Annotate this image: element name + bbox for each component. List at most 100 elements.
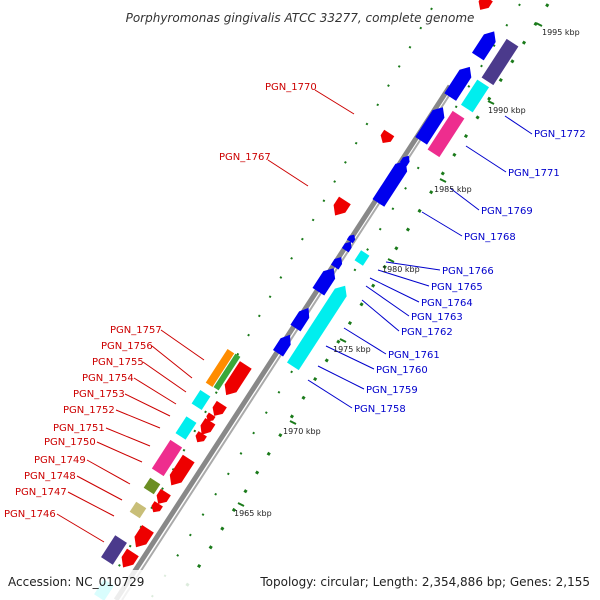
guide-dot xyxy=(467,85,471,88)
gene-label[interactable]: PGN_1767 xyxy=(219,152,271,163)
gene-label[interactable]: PGN_1760 xyxy=(376,365,428,376)
label-connectors xyxy=(56,89,533,543)
guide-dot xyxy=(440,171,445,176)
gene-label[interactable]: PGN_1764 xyxy=(421,298,473,309)
guide-dot xyxy=(394,246,399,251)
guide-dot xyxy=(521,40,527,45)
kbp-label: 1980 kbp xyxy=(382,265,420,274)
guide-dot xyxy=(430,7,433,11)
guide-dot xyxy=(255,470,260,475)
gene-label[interactable]: PGN_1757 xyxy=(110,325,162,336)
gene-label[interactable]: PGN_1751 xyxy=(53,423,105,434)
kbp-tick xyxy=(237,502,245,507)
kbp-tick xyxy=(387,258,395,263)
gene-label[interactable]: PGN_1762 xyxy=(401,327,453,338)
gene-box xyxy=(129,501,147,519)
guide-dot xyxy=(289,414,294,419)
label-connector xyxy=(314,89,355,115)
gene-label[interactable]: PGN_1749 xyxy=(34,455,86,466)
guide-dot xyxy=(353,268,357,272)
guide-dot xyxy=(545,3,550,8)
guide-dot xyxy=(188,533,192,537)
gene-label[interactable]: PGN_1771 xyxy=(508,168,560,179)
guide-dot xyxy=(279,276,283,279)
kbp-tick xyxy=(289,420,297,425)
gene-label[interactable]: PGN_1763 xyxy=(411,312,463,323)
label-connector xyxy=(96,441,143,463)
guide-dot xyxy=(243,489,248,494)
guide-dot xyxy=(208,545,213,550)
gene-box xyxy=(151,439,183,477)
label-connector xyxy=(86,459,131,485)
guide-dot xyxy=(336,339,341,344)
guide-dot xyxy=(193,429,197,433)
kbp-tick xyxy=(487,100,495,105)
gene-box xyxy=(101,535,127,565)
gene-label[interactable]: PGN_1753 xyxy=(73,389,125,400)
gene-label[interactable]: PGN_1768 xyxy=(464,232,516,243)
forward-gene xyxy=(399,155,410,167)
gene-label[interactable]: PGN_1770 xyxy=(265,82,317,93)
guide-dot xyxy=(301,395,306,400)
gene-label[interactable]: PGN_1746 xyxy=(4,509,56,520)
guide-dot xyxy=(404,186,407,190)
gene-box xyxy=(427,110,465,158)
gene-label[interactable]: PGN_1747 xyxy=(15,487,67,498)
guide-dot xyxy=(405,227,411,232)
label-connector xyxy=(465,145,507,173)
gene-box xyxy=(354,250,370,266)
forward-gene xyxy=(471,31,496,61)
guide-dot xyxy=(518,3,521,7)
label-connector xyxy=(124,393,171,417)
guide-dot xyxy=(382,264,387,270)
guide-dot xyxy=(417,208,422,213)
gene-features xyxy=(94,0,519,600)
gene-label[interactable]: PGN_1761 xyxy=(388,350,440,361)
reverse-gene xyxy=(134,524,154,548)
label-connector xyxy=(343,327,387,355)
gene-label[interactable]: PGN_1755 xyxy=(92,357,144,368)
gene-label[interactable]: PGN_1772 xyxy=(534,129,586,140)
gene-box xyxy=(286,285,347,371)
reverse-gene xyxy=(195,431,207,443)
genome-title: Porphyromonas gingivalis ATCC 33277, com… xyxy=(126,11,475,25)
label-connector xyxy=(56,513,105,543)
guide-dot xyxy=(311,218,315,222)
label-connector xyxy=(377,269,430,287)
gene-label[interactable]: PGN_1766 xyxy=(442,266,494,277)
gene-label[interactable]: PGN_1759 xyxy=(366,385,418,396)
kbp-scale: 1965 kbp 1970 kbp 1975 kbp 1980 kbp 1985… xyxy=(234,28,580,518)
gene-label[interactable]: PGN_1748 xyxy=(24,471,76,482)
gene-label[interactable]: PGN_1754 xyxy=(82,373,134,384)
guide-dot xyxy=(463,134,469,139)
guide-dot xyxy=(268,295,272,299)
guide-dot xyxy=(419,26,423,30)
guide-dot xyxy=(354,141,358,145)
label-connector xyxy=(369,277,420,303)
forward-gene xyxy=(372,161,408,207)
footer-backdrop xyxy=(0,570,600,600)
gene-label[interactable]: PGN_1765 xyxy=(431,282,483,293)
label-connector xyxy=(151,345,193,379)
guide-dot xyxy=(376,103,380,107)
guide-dot xyxy=(226,472,230,476)
gene-label[interactable]: PGN_1769 xyxy=(481,206,533,217)
guide-dot xyxy=(264,411,268,415)
kbp-tick xyxy=(339,338,347,343)
label-connector xyxy=(361,299,400,332)
forward-gene xyxy=(272,334,291,357)
label-connector xyxy=(307,379,353,409)
topology-label: Topology: circular; Length: 2,354,886 bp… xyxy=(259,575,590,589)
guide-dot xyxy=(452,152,457,157)
label-connector xyxy=(325,345,375,370)
gene-label[interactable]: PGN_1750 xyxy=(44,437,96,448)
guide-dot xyxy=(257,314,261,318)
guide-dot xyxy=(322,199,326,203)
guide-dot xyxy=(204,410,207,414)
gene-label[interactable]: PGN_1758 xyxy=(354,404,406,415)
gene-label[interactable]: PGN_1752 xyxy=(63,405,115,416)
label-connector xyxy=(449,187,480,211)
gene-label[interactable]: PGN_1756 xyxy=(101,341,153,352)
label-connector xyxy=(133,377,177,405)
